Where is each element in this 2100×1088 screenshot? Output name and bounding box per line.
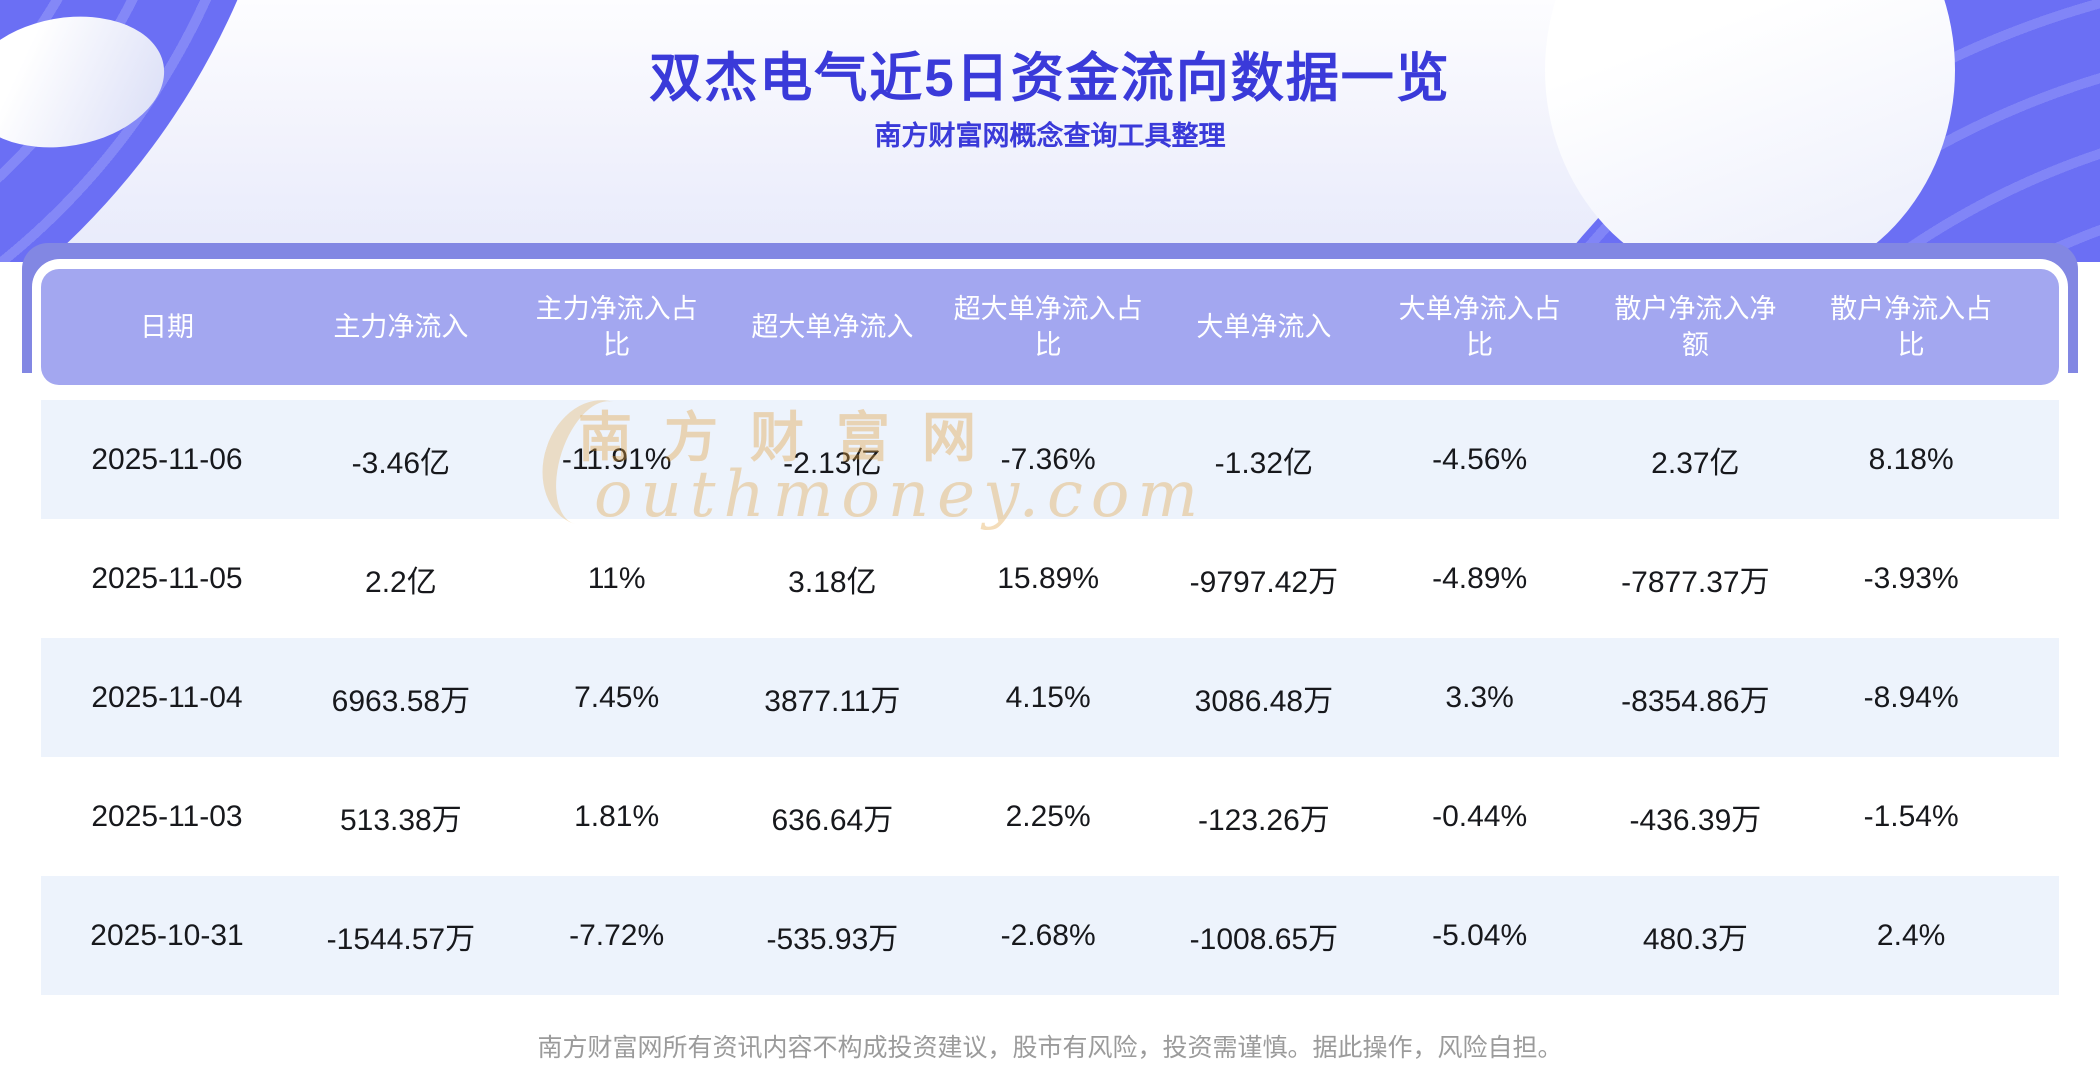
table-cell: 3.3% (1445, 680, 1514, 714)
table-cell: -9797.42万 (1189, 565, 1339, 599)
table-cell: 3877.11万 (764, 684, 901, 718)
table-cell: 2.25% (1005, 799, 1091, 833)
table-cell: -1.32亿 (1214, 446, 1314, 480)
fund-flow-table-container: 日期 主力净流入 主力净流入占 比 超大单净流入 超大单净流入占 比 大单净流入… (22, 243, 2078, 995)
table-row: 2025-11-05 2.2亿 11% 3.18亿 15.89% -9797.4… (41, 519, 2059, 638)
table-cell: -436.39万 (1629, 803, 1762, 837)
column-header-large-order-net-inflow-pct: 大单净流入占 比 (1398, 293, 1561, 360)
disclaimer-text: 南方财富网所有资讯内容不构成投资建议，股市有风险，投资需谨慎。据此操作，风险自担… (537, 1034, 1563, 1062)
table-cell: 2.2亿 (365, 565, 437, 599)
table-cell: -2.68% (1000, 918, 1096, 952)
page-title: 双杰电气近5日资金流向数据一览 (649, 49, 1451, 108)
column-header-date: 日期 (140, 311, 194, 342)
table-cell: -3.46亿 (351, 446, 451, 480)
table-card: 日期 主力净流入 主力净流入占 比 超大单净流入 超大单净流入占 比 大单净流入… (32, 259, 2068, 995)
table-cell: -4.89% (1432, 561, 1528, 595)
page-subtitle: 南方财富网概念查询工具整理 (874, 121, 1226, 151)
column-header-xl-order-net-inflow: 超大单净流入 (751, 311, 914, 342)
column-header-retail-net-inflow: 散户净流入净 额 (1614, 293, 1777, 360)
column-header-xl-order-net-inflow-pct: 超大单净流入占 比 (953, 293, 1143, 360)
table-cell: 2.4% (1876, 918, 1946, 952)
table-cell: 2025-11-06 (91, 442, 243, 476)
table-cell: -1.54% (1863, 799, 1959, 833)
table-cell: -123.26万 (1198, 803, 1330, 837)
table-cell: 2025-11-04 (91, 680, 243, 714)
table-cell: -5.04% (1432, 918, 1528, 952)
table-cell: -8354.86万 (1621, 684, 1770, 718)
table-row: 2025-11-04 6963.58万 7.45% 3877.11万 4.15%… (41, 638, 2059, 757)
table-cell: 2.37亿 (1651, 446, 1740, 480)
table-cell: 8.18% (1868, 442, 1954, 476)
table-cell: 2025-11-05 (91, 561, 243, 595)
banner-ellipse-right (1545, 0, 1955, 262)
table-cell: -1544.57万 (326, 922, 476, 956)
table-cell: -4.56% (1432, 442, 1528, 476)
table-cell: 480.3万 (1642, 922, 1748, 956)
table-cell: -535.93万 (766, 922, 899, 956)
table-cell: 2025-10-31 (90, 918, 244, 952)
table-cell: -0.44% (1432, 799, 1528, 833)
column-header-main-net-inflow: 主力净流入 (333, 311, 469, 342)
table-cell: 7.45% (574, 680, 660, 714)
table-cell: 3.18亿 (788, 565, 877, 599)
table-cell: 4.15% (1005, 680, 1091, 714)
table-header-row: 日期 主力净流入 主力净流入占 比 超大单净流入 超大单净流入占 比 大单净流入… (41, 269, 2059, 385)
table-row: 2025-11-06 -3.46亿 -11.91% -2.13亿 -7.36% … (41, 400, 2059, 519)
table-cell: 15.89% (997, 561, 1099, 595)
table-cell: -8.94% (1863, 680, 1959, 714)
table-cell: -3.93% (1863, 561, 1959, 595)
hero-banner: 双杰电气近5日资金流向数据一览 南方财富网概念查询工具整理 (0, 0, 2100, 262)
table-row: 2025-10-31 -1544.57万 -7.72% -535.93万 -2.… (41, 876, 2059, 995)
table-cell: -1008.65万 (1189, 922, 1339, 956)
table-cell: -2.13亿 (783, 446, 882, 480)
table-cell: 11% (587, 561, 646, 595)
column-header-retail-net-inflow-pct: 散户净流入占 比 (1830, 293, 1993, 360)
table-cell: -7877.37万 (1621, 565, 1770, 599)
table-cell: 1.81% (574, 799, 660, 833)
table-cell: -11.91% (561, 442, 672, 476)
table-cell: 6963.58万 (331, 684, 471, 718)
table-cell: 636.64万 (771, 803, 894, 837)
table-cell: 2025-11-03 (91, 799, 243, 833)
table-cell: 513.38万 (339, 803, 462, 837)
table-cell: -7.72% (569, 918, 665, 952)
column-header-large-order-net-inflow: 大单净流入 (1196, 311, 1332, 342)
table-cell: 3086.48万 (1194, 684, 1334, 718)
column-header-main-net-inflow-pct: 主力净流入占 比 (535, 293, 698, 360)
table-row: 2025-11-03 513.38万 1.81% 636.64万 2.25% -… (41, 757, 2059, 876)
table-cell: -7.36% (1000, 442, 1096, 476)
